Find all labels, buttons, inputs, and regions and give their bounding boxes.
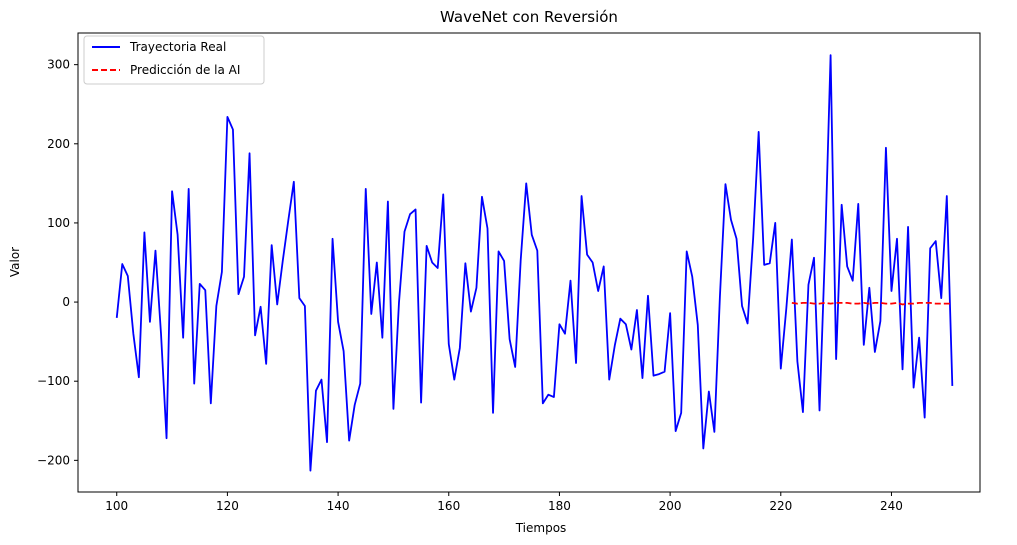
- y-axis-label: Valor: [8, 247, 22, 277]
- y-tick-label: 0: [62, 295, 70, 309]
- tick-layer: 100 120 140 160 180 200 220 240 −200 −100 0 100 200 3…: [37, 58, 903, 513]
- y-tick-label: 100: [47, 216, 70, 230]
- y-tick-label: −200: [37, 453, 70, 467]
- series-line-real: [115, 54, 954, 472]
- plot-area: [115, 54, 954, 472]
- x-tick-label: 100: [105, 499, 128, 513]
- axes-frame: [77, 32, 981, 493]
- x-axis-label: Tiempos: [515, 521, 567, 535]
- x-tick-label: 160: [437, 499, 460, 513]
- legend: Trayectoria Real Predicción de la AI: [83, 35, 265, 85]
- legend-label-prediction: Predicción de la AI: [130, 63, 240, 77]
- x-tick-label: 180: [548, 499, 571, 513]
- y-tick-label: 300: [47, 58, 70, 72]
- y-tick-label: 200: [47, 137, 70, 151]
- legend-label-real: Trayectoria Real: [129, 40, 226, 54]
- x-tick-label: 140: [327, 499, 350, 513]
- x-tick-label: 120: [216, 499, 239, 513]
- chart-title: WaveNet con Reversión: [440, 8, 618, 26]
- x-tick-label: 200: [659, 499, 682, 513]
- x-tick-label: 220: [769, 499, 792, 513]
- y-tick-label: −100: [37, 374, 70, 388]
- x-tick-label: 240: [880, 499, 903, 513]
- legend-box: [83, 35, 265, 85]
